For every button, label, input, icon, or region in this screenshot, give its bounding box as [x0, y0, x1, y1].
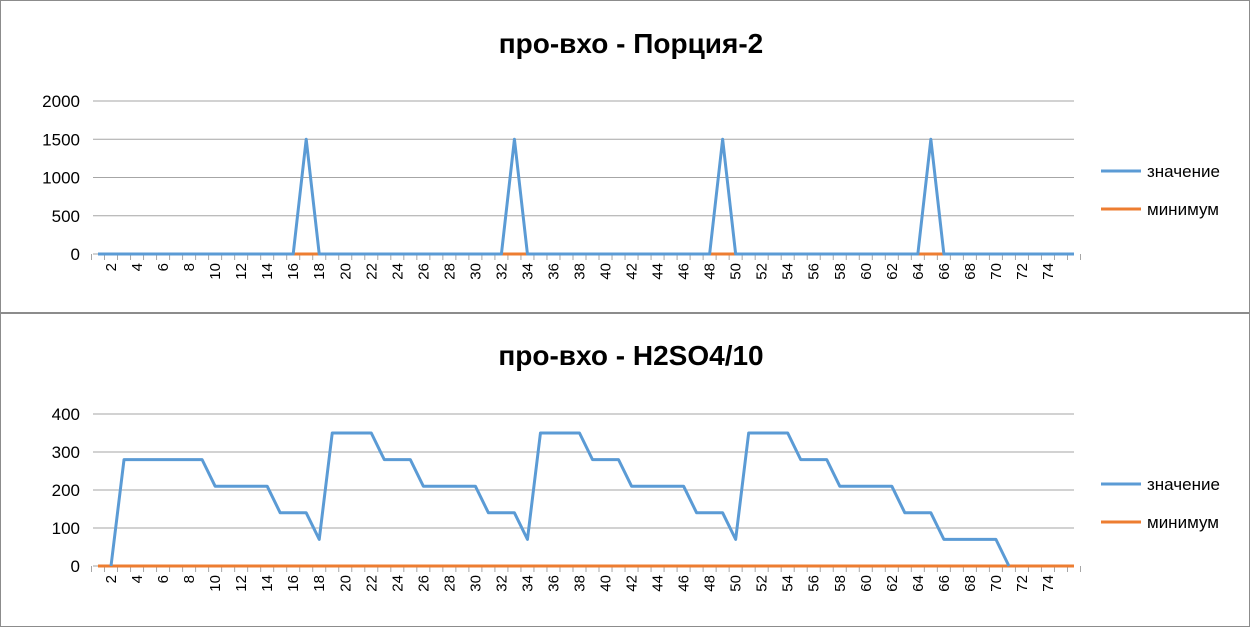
chart-panel-portion: про-вхо - Порция-2 значение минимум 0 500… [0, 0, 1250, 313]
x-tick-label: 6 [155, 263, 172, 271]
x-tick-label: 48 [702, 263, 719, 280]
x-tick-label: 38 [571, 263, 588, 280]
x-tick-label: 12 [233, 263, 250, 280]
x-tick-label: 70 [988, 575, 1005, 592]
x-tick-label: 30 [467, 263, 484, 280]
x-tick-label: 48 [702, 575, 719, 592]
x-tick-label: 8 [181, 575, 198, 583]
x-tick-label: 4 [129, 575, 146, 583]
x-tick-label: 44 [650, 575, 667, 592]
x-tick-label: 44 [650, 263, 667, 280]
x-tick-label: 52 [754, 575, 771, 592]
y-tick-label: 2000 [42, 92, 80, 111]
chart-panel-h2so4: про-вхо - H2SO4/10 значение минимум 0 100… [0, 313, 1250, 627]
x-tick-label: 30 [467, 575, 484, 592]
x-tick-label: 20 [337, 263, 354, 280]
x-tick-label: 54 [780, 575, 797, 592]
x-tick-label: 70 [988, 263, 1005, 280]
x-tick-label: 72 [1014, 575, 1031, 592]
x-tick-label: 28 [441, 575, 458, 592]
x-tick-label: 14 [259, 263, 276, 280]
x-tick-label: 40 [598, 575, 615, 592]
y-tick-label: 0 [71, 245, 80, 264]
x-tick-label: 12 [233, 575, 250, 592]
x-tick-label: 36 [545, 575, 562, 592]
x-tick-label: 10 [207, 263, 224, 280]
x-tick-label: 22 [363, 263, 380, 280]
x-tick-label: 4 [129, 263, 146, 271]
y-tick-label: 1000 [42, 169, 80, 188]
x-tick-label: 34 [519, 263, 536, 280]
chart-title: про-вхо - Порция-2 [499, 28, 764, 59]
x-tick-label: 66 [936, 263, 953, 280]
x-tick-label: 46 [676, 263, 693, 280]
x-tick-label: 24 [389, 575, 406, 592]
series-line-value [109, 431, 1011, 567]
x-tick-label: 56 [806, 263, 823, 280]
x-tick-label: 36 [545, 263, 562, 280]
y-tick-label: 500 [52, 207, 80, 226]
x-tick-label: 60 [858, 263, 875, 280]
legend-label-min: минимум [1147, 200, 1219, 219]
x-tick-label: 20 [337, 575, 354, 592]
x-tick-label: 42 [624, 263, 641, 280]
x-tick-label: 32 [493, 575, 510, 592]
y-tick-label: 100 [52, 519, 80, 538]
x-tick-label: 50 [728, 575, 745, 592]
x-tick-label: 46 [676, 575, 693, 592]
x-tick-label: 26 [415, 575, 432, 592]
chart-title: про-вхо - H2SO4/10 [498, 340, 763, 371]
x-tick-label: 62 [884, 263, 901, 280]
x-tick-label: 74 [1040, 263, 1057, 280]
x-tick-label: 52 [754, 263, 771, 280]
x-tick-label: 50 [728, 263, 745, 280]
x-tick-label: 54 [780, 263, 797, 280]
x-tick-label: 68 [962, 575, 979, 592]
x-tick-label: 26 [415, 263, 432, 280]
x-tick-label: 6 [155, 575, 172, 583]
x-tick-label: 32 [493, 263, 510, 280]
x-tick-label: 58 [832, 575, 849, 592]
legend-label-value: значение [1147, 475, 1220, 494]
legend-label-value: значение [1147, 162, 1220, 181]
x-tick-label: 16 [285, 263, 302, 280]
x-tick-label: 42 [624, 575, 641, 592]
x-tick-label: 64 [910, 575, 927, 592]
y-tick-label: 300 [52, 443, 80, 462]
y-tick-label: 200 [52, 481, 80, 500]
x-tick-label: 14 [259, 575, 276, 592]
x-tick-label: 66 [936, 575, 953, 592]
chart-h2so4: про-вхо - H2SO4/10 значение минимум 0 100… [52, 340, 1220, 592]
x-tick-label: 2 [103, 263, 120, 271]
series-line-value [98, 137, 1074, 256]
x-tick-label: 56 [806, 575, 823, 592]
x-tick-label: 68 [962, 263, 979, 280]
x-tick-label: 28 [441, 263, 458, 280]
x-tick-label: 38 [571, 575, 588, 592]
x-tick-label: 18 [311, 575, 328, 592]
x-tick-label: 64 [910, 263, 927, 280]
x-tick-label: 60 [858, 575, 875, 592]
x-tick-label: 10 [207, 575, 224, 592]
x-tick-label: 40 [598, 263, 615, 280]
x-tick-label: 16 [285, 575, 302, 592]
x-tick-label: 2 [103, 575, 120, 583]
x-tick-label: 58 [832, 263, 849, 280]
y-tick-label: 1500 [42, 130, 80, 149]
x-tick-label: 24 [389, 263, 406, 280]
y-tick-label: 0 [71, 557, 80, 576]
x-tick-label: 18 [311, 263, 328, 280]
chart-portion: про-вхо - Порция-2 значение минимум 0 500… [42, 28, 1220, 280]
x-tick-label: 22 [363, 575, 380, 592]
x-tick-label: 74 [1040, 575, 1057, 592]
y-tick-label: 400 [52, 405, 80, 424]
x-tick-label: 62 [884, 575, 901, 592]
legend-label-min: минимум [1147, 513, 1219, 532]
x-tick-label: 8 [181, 263, 198, 271]
x-tick-label: 72 [1014, 263, 1031, 280]
x-tick-label: 34 [519, 575, 536, 592]
